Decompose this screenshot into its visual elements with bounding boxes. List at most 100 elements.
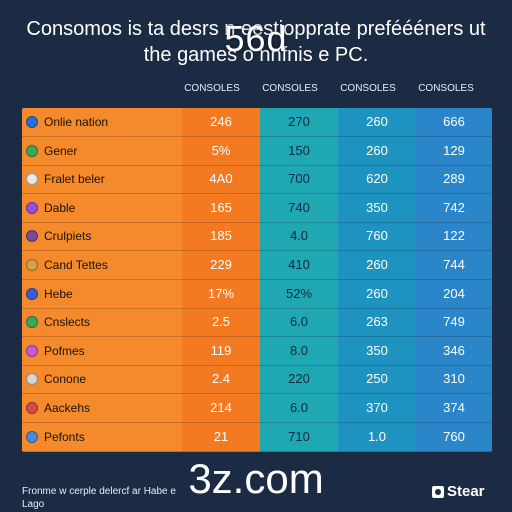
table-cell: 4A0	[209, 171, 233, 187]
title-line-2: the games o nnfnis e PC.	[143, 44, 369, 66]
column-header-2: CONSOLES	[262, 83, 318, 94]
row-label: Cand Tettes	[22, 251, 212, 279]
value-column-background-3	[338, 108, 416, 452]
row-label: Pefonts	[22, 423, 212, 451]
table-row: Pofmes 119 8.0 350 346	[22, 337, 492, 366]
table-cell: 220	[288, 371, 310, 387]
table-row: Dable 165 740 350 742	[22, 194, 492, 223]
table-cell: 410	[288, 257, 310, 272]
table-cell: 346	[443, 342, 465, 358]
table-cell: 150	[288, 142, 310, 158]
table-cell: 260	[366, 285, 388, 301]
brand-logo-icon	[432, 485, 444, 498]
table-cell: 214	[210, 400, 232, 415]
title-line-1: Consomos is ta desrs n eestiopprate pref…	[26, 18, 486, 40]
globe-icon	[26, 116, 38, 128]
table-cell: 260	[366, 142, 388, 158]
table-cell: 289	[443, 171, 465, 187]
table-cell: 263	[366, 314, 388, 330]
table-cell: 8.0	[289, 342, 309, 358]
table-cell: 260	[366, 114, 388, 129]
value-column-background-4	[416, 108, 492, 452]
table-row: Crulpiets 185 4.0 760 122	[22, 222, 492, 252]
table-cell: 250	[366, 371, 388, 387]
circle-icon	[26, 259, 38, 271]
circle-icon	[26, 373, 38, 386]
table-cell: 21	[213, 428, 229, 444]
row-label-text: Onlie nation	[44, 115, 109, 129]
footer-note-line-1: Fronme w cerple delercf ar Habe e	[22, 486, 176, 497]
table-cell: 760	[366, 228, 388, 244]
table-row: Conone 2.4 220 250 310	[22, 365, 492, 395]
star-icon	[26, 201, 38, 214]
column-header-4: CONSOLES	[418, 83, 474, 94]
image-icon	[26, 173, 38, 186]
row-label-text: Crulpiets	[44, 229, 92, 244]
circle-icon	[26, 430, 38, 443]
table-row: Cnslects 2.5 6.0 263 749	[22, 308, 492, 338]
table-rows: Onlie nation 246 270 260 666 Gener 5% 150 260 129…	[22, 108, 492, 452]
table-cell: 710	[288, 428, 310, 444]
circle-icon	[26, 230, 38, 243]
row-label: Dable	[22, 194, 212, 222]
watermark: 3z.com	[188, 455, 324, 502]
circle-icon	[26, 402, 38, 414]
table-cell: 350	[366, 199, 388, 215]
column-header-row: CONSOLES CONSOLES CONSOLES CONSOLES	[22, 83, 492, 97]
table-cell: 700	[288, 171, 310, 187]
circle-icon	[26, 316, 38, 329]
controller-icon	[26, 344, 38, 357]
table-cell: 204	[443, 285, 465, 301]
table-cell: 129	[443, 142, 465, 158]
row-label-text: Pofmes	[44, 343, 85, 358]
table-cell: 370	[366, 400, 388, 415]
table-row: Pefonts 21 710 1.0 760	[22, 423, 492, 452]
row-label-text: Cand Tettes	[44, 258, 108, 272]
row-label-text: Conone	[44, 372, 87, 387]
table-cell: 749	[443, 314, 465, 330]
table-cell: 760	[443, 428, 465, 444]
footer-note: Fronme w cerple delercf ar Habe e Lago	[22, 486, 262, 510]
footer-note-line-2: Lago	[22, 499, 45, 510]
table-cell: 5%	[211, 142, 231, 158]
table-cell: 744	[443, 257, 465, 272]
row-label-text: Gener	[44, 143, 78, 158]
row-label-text: Dable	[44, 200, 76, 215]
table-cell: 350	[366, 342, 388, 358]
table-row: Gener 5% 150 260 129	[22, 137, 492, 166]
table-row: Aackehs 214 6.0 370 374	[22, 394, 492, 423]
table-cell: 2.5	[211, 314, 231, 330]
brand-name: Stear	[447, 483, 485, 500]
row-label-text: Cnslects	[44, 315, 91, 330]
table-row: Fralet beler 4A0 700 620 289	[22, 165, 492, 195]
value-column-background-2	[260, 108, 338, 452]
row-label: Aackehs	[22, 394, 212, 422]
table-cell: 374	[443, 400, 465, 415]
table-cell: 17%	[207, 285, 235, 301]
row-label: Fralet beler	[22, 165, 212, 193]
row-label: Cnslects	[22, 308, 212, 336]
table-cell: 2.4	[211, 371, 231, 387]
table-cell: 122	[443, 228, 465, 244]
table-cell: 270	[288, 114, 310, 129]
table-cell: 165	[210, 199, 232, 215]
table-cell: 185	[210, 228, 232, 244]
row-label: Pofmes	[22, 337, 212, 365]
table-cell: 260	[366, 257, 388, 272]
table-cell: 310	[443, 371, 465, 387]
table-row: Hebe 17% 52% 260 204	[22, 280, 492, 309]
facebook-icon	[26, 287, 38, 300]
value-column-background-1	[182, 108, 260, 452]
table-cell: 119	[210, 342, 232, 358]
table-cell: 246	[210, 114, 232, 129]
table-row: Onlie nation 246 270 260 666	[22, 108, 492, 137]
table-cell: 740	[288, 199, 310, 215]
table-cell: 6.0	[289, 400, 309, 415]
row-label-text: Aackehs	[44, 401, 91, 415]
chart-title: Consomos is ta desrs n eestiopprate pref…	[0, 16, 512, 68]
row-label: Onlie nation	[22, 108, 212, 136]
table-cell: 620	[366, 171, 388, 187]
table-cell: 666	[443, 114, 465, 129]
row-label: Hebe	[22, 280, 212, 308]
overlay-text: 56d	[224, 18, 288, 59]
